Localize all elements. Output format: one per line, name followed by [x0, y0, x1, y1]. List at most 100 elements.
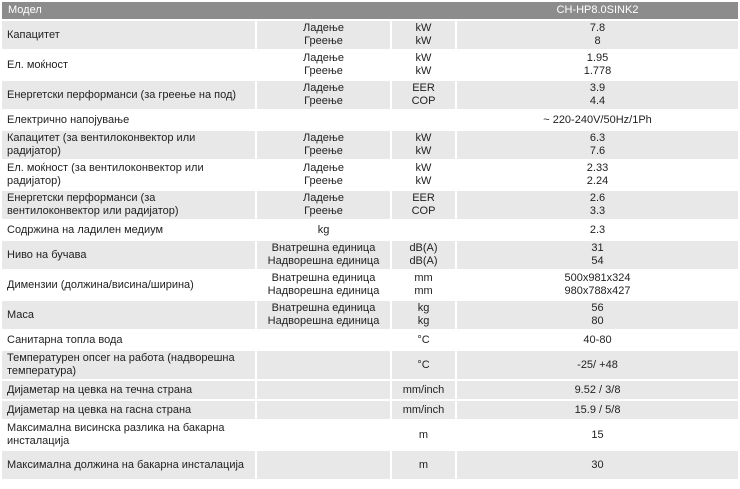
value-cell: 56 80	[457, 301, 738, 329]
value-text: 56	[591, 302, 604, 314]
row-label: Маса	[2, 301, 255, 329]
condition-text	[257, 114, 390, 127]
value-text: 1.95	[586, 52, 609, 64]
condition-text: Греење	[304, 35, 343, 47]
row-label: Енергетски перформанси (за греење на под…	[2, 81, 255, 109]
table-header-row: Модел CH-HP8.0SINK2	[2, 2, 738, 19]
value-cell: 3.9 4.4	[457, 81, 738, 109]
condition-text: Надворешна единица	[267, 255, 380, 267]
condition-cell: kg	[257, 221, 390, 239]
unit-text: COP	[411, 205, 436, 217]
value-cell: -25/ +48	[457, 351, 738, 379]
condition-text	[257, 384, 390, 397]
row-label: Ниво на бучава	[2, 241, 255, 269]
spec-table: Модел CH-HP8.0SINK2 Капацитет Ладење Греењ…	[2, 2, 738, 479]
unit-text: kW	[415, 22, 432, 34]
condition-text: Ладење	[303, 52, 344, 64]
unit-cell	[392, 221, 455, 239]
unit-text: kW	[415, 52, 432, 64]
unit-cell: m	[392, 421, 455, 449]
value-text: 80	[591, 315, 604, 327]
unit-text: kW	[415, 132, 432, 144]
value-cell: 2.33 2.24	[457, 161, 738, 189]
table-row: Димензии (должина/висина/ширина) Внатрешн…	[2, 271, 738, 299]
unit-cell: mm/inch	[392, 401, 455, 419]
table-row: Санитарна топла вода °C 40-80	[2, 331, 738, 349]
condition-cell	[257, 351, 390, 379]
value-cell: 40-80	[457, 331, 738, 349]
row-label: Ел. моќност	[2, 51, 255, 79]
unit-cell: kW kW	[392, 51, 455, 79]
condition-text	[257, 359, 390, 372]
condition-text: Ладење	[303, 82, 344, 94]
value-text: 1.778	[583, 65, 612, 77]
condition-text: Греење	[304, 65, 343, 77]
condition-cell	[257, 451, 390, 479]
unit-cell: kW kW	[392, 21, 455, 49]
row-label: Ел. моќност (за вентилоконвектор или рад…	[2, 161, 255, 189]
unit-text: °C	[417, 358, 430, 371]
value-text: ~ 220-240V/50Hz/1Ph	[543, 113, 652, 126]
model-header-label: Модел	[8, 4, 42, 16]
unit-text: kW	[415, 162, 432, 174]
unit-text: mm/inch	[402, 383, 445, 396]
value-text: 8	[594, 35, 601, 47]
value-cell: 2.6 3.3	[457, 191, 738, 219]
unit-cell	[392, 111, 455, 129]
unit-text: kg	[417, 315, 430, 327]
unit-text: mm	[414, 285, 433, 297]
table-row: Енергетски перформанси (за греење на под…	[2, 81, 738, 109]
unit-cell: m	[392, 451, 455, 479]
value-cell: 6.3 7.6	[457, 131, 738, 159]
table-row: Ел. моќност (за вентилоконвектор или рад…	[2, 161, 738, 189]
table-row: Температурен опсег на работа (надворешна…	[2, 351, 738, 379]
table-row: Дијаметар на цевка на гасна страна mm/in…	[2, 401, 738, 419]
condition-cell	[257, 111, 390, 129]
value-text: 2.24	[586, 175, 609, 187]
value-cell: 31 54	[457, 241, 738, 269]
condition-cell: Ладење Греење	[257, 21, 390, 49]
row-label: Дијаметар на цевка на течна страна	[2, 381, 255, 399]
value-text: 9.52 / 3/8	[574, 383, 621, 396]
value-text: -25/ +48	[577, 358, 618, 371]
condition-text: Греење	[304, 95, 343, 107]
row-label: Електрично напојување	[2, 111, 255, 129]
row-label: Капацитет	[2, 21, 255, 49]
condition-cell	[257, 401, 390, 419]
row-label: Максимална висинска разлика на бакарна и…	[2, 421, 255, 449]
condition-text: kg	[317, 223, 330, 236]
unit-text: dB(A)	[409, 255, 438, 267]
table-row: Капацитет (за вентилоконвектор или радиј…	[2, 131, 738, 159]
condition-text: Ладење	[303, 22, 344, 34]
row-label: Температурен опсег на работа (надворешна…	[2, 351, 255, 379]
unit-text: mm	[414, 272, 433, 284]
value-text: 2.33	[586, 162, 609, 174]
condition-cell	[257, 331, 390, 349]
unit-text: EER	[412, 82, 435, 94]
unit-cell: EER COP	[392, 191, 455, 219]
unit-cell: kW kW	[392, 131, 455, 159]
unit-cell: EER COP	[392, 81, 455, 109]
unit-cell: °C	[392, 331, 455, 349]
condition-text: Ладење	[303, 192, 344, 204]
unit-text	[392, 224, 455, 237]
value-cell: 500x981x324 980x788x427	[457, 271, 738, 299]
row-label: Димензии (должина/висина/ширина)	[2, 271, 255, 299]
value-text: 980x788x427	[564, 285, 631, 297]
condition-text: Внатрешна единица	[271, 272, 376, 284]
condition-text	[257, 459, 390, 472]
condition-text: Греење	[304, 205, 343, 217]
condition-text: Ладење	[303, 132, 344, 144]
condition-cell: Внатрешна единица Надворешна единица	[257, 301, 390, 329]
value-text: 4.4	[589, 95, 606, 107]
unit-text	[392, 114, 455, 127]
condition-cell: Внатрешна единица Надворешна единица	[257, 241, 390, 269]
row-label: Санитарна топла вода	[2, 331, 255, 349]
unit-cell: °C	[392, 351, 455, 379]
condition-text: Ладење	[303, 162, 344, 174]
value-text: 2.3	[589, 223, 606, 236]
table-row: Дијаметар на цевка на течна страна mm/in…	[2, 381, 738, 399]
unit-cell: kW kW	[392, 161, 455, 189]
condition-cell: Ладење Греење	[257, 51, 390, 79]
unit-text: kW	[415, 175, 432, 187]
